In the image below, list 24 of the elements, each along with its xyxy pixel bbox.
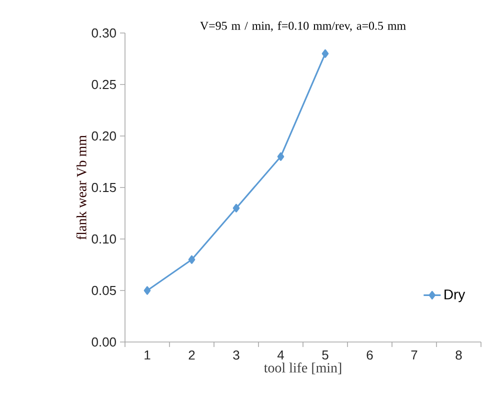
point bbox=[232, 204, 240, 212]
x-tick-label: 1 bbox=[144, 350, 150, 360]
legend-label: Dry bbox=[444, 290, 466, 302]
y-tick-label: 0.20 bbox=[92, 131, 116, 141]
y-tick-label: 0.15 bbox=[92, 182, 116, 192]
x-tick-label: 3 bbox=[233, 350, 240, 360]
x-tick-label: 5 bbox=[322, 350, 328, 360]
y-tick-label: 0.05 bbox=[92, 286, 116, 296]
x-tick-label: 4 bbox=[277, 350, 284, 360]
y-tick-label: 0.10 bbox=[92, 234, 116, 244]
y-tick-label: 0.30 bbox=[92, 28, 116, 38]
x-tick-label: 6 bbox=[366, 350, 373, 360]
y-tick-label: 0.00 bbox=[92, 337, 116, 347]
y-tick-label: 0.25 bbox=[92, 80, 116, 90]
point bbox=[144, 286, 151, 295]
point bbox=[322, 49, 329, 58]
point bbox=[277, 152, 284, 161]
y-axis-title: flank wear Vb mm bbox=[76, 135, 86, 240]
x-tick-label: 2 bbox=[188, 350, 195, 360]
x-axis-title: tool life [min] bbox=[264, 362, 342, 374]
x-tick-label: 7 bbox=[411, 350, 418, 360]
point bbox=[188, 255, 196, 264]
chart-title: V=95 m / min, f=0.10 mm/rev, a=0.5 mm bbox=[200, 21, 406, 32]
x-tick-label: 8 bbox=[456, 350, 462, 360]
